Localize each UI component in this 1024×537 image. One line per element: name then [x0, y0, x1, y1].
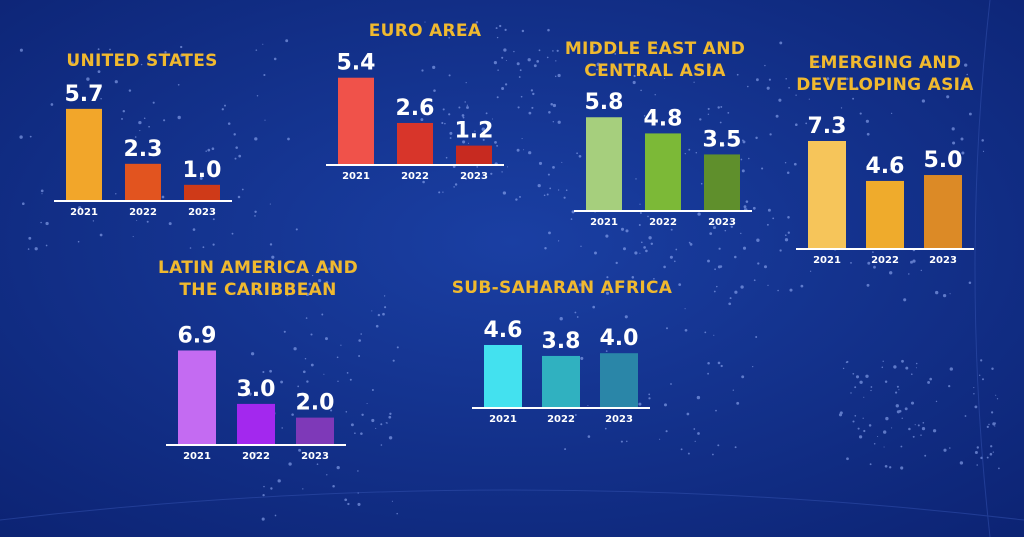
bar-2023 — [600, 353, 638, 408]
tick-label-2023: 2023 — [929, 255, 957, 266]
bar-chart-emerging-developing-asia: 7.3 2021 4.6 2022 5.0 2023 — [796, 114, 974, 266]
value-label-2023: 1.2 — [455, 119, 494, 144]
chart-title: MIDDLE EAST AND CENTRAL ASIA — [545, 38, 765, 82]
value-label-2021: 5.7 — [65, 82, 104, 107]
bar-2022 — [866, 180, 904, 249]
bar-chart-sub-saharan-africa: 4.6 2021 3.8 2022 4.0 2023 — [472, 318, 650, 425]
bar-2023 — [704, 154, 740, 211]
chart-title: LATIN AMERICA AND THE CARIBBEAN — [148, 257, 368, 301]
bar-2023 — [184, 184, 220, 201]
value-label-2021: 5.4 — [337, 51, 376, 76]
value-label-2023: 2.0 — [296, 391, 335, 416]
bar-2022 — [645, 133, 681, 211]
bar-2021 — [338, 77, 374, 165]
tick-label-2021: 2021 — [70, 207, 98, 218]
tick-label-2021: 2021 — [590, 217, 618, 228]
tick-label-2023: 2023 — [188, 207, 216, 218]
tick-label-2022: 2022 — [129, 207, 157, 218]
bar-2023 — [924, 175, 962, 249]
tick-label-2022: 2022 — [547, 414, 575, 425]
chart-title-line-1: EMERGING AND — [808, 53, 962, 73]
tick-label-2021: 2021 — [183, 451, 211, 462]
tick-label-2022: 2022 — [871, 255, 899, 266]
bar-2022 — [125, 163, 161, 201]
bar-2023 — [456, 145, 492, 165]
value-label-2023: 1.0 — [183, 158, 222, 183]
tick-label-2021: 2021 — [813, 255, 841, 266]
value-label-2022: 2.6 — [396, 96, 435, 121]
bar-2021 — [808, 141, 846, 249]
tick-label-2023: 2023 — [605, 414, 633, 425]
bar-2021 — [66, 108, 102, 201]
value-label-2023: 3.5 — [703, 127, 742, 152]
value-label-2023: 5.0 — [924, 148, 963, 173]
bar-2022 — [542, 355, 580, 408]
chart-title-line-2: CENTRAL ASIA — [584, 61, 726, 81]
chart-title: EMERGING AND DEVELOPING ASIA — [775, 52, 995, 96]
tick-label-2022: 2022 — [649, 217, 677, 228]
chart-title-line-1: MIDDLE EAST AND — [564, 39, 746, 59]
tick-label-2021: 2021 — [342, 171, 370, 182]
value-label-2022: 4.8 — [644, 106, 683, 131]
value-label-2021: 6.9 — [178, 323, 217, 348]
chart-title-line-2: DEVELOPING ASIA — [796, 75, 974, 95]
bar-chart-latin-america-caribbean: 6.9 2021 3.0 2022 2.0 2023 — [166, 323, 346, 462]
bar-2021 — [178, 350, 216, 445]
bar-chart-united-states: 5.7 2021 2.3 2022 1.0 2023 — [54, 82, 232, 218]
bar-2021 — [586, 117, 622, 211]
tick-label-2022: 2022 — [242, 451, 270, 462]
bar-2022 — [237, 403, 275, 445]
chart-title: UNITED STATES — [66, 51, 218, 71]
value-label-2023: 4.0 — [600, 326, 639, 351]
bar-2021 — [484, 344, 522, 408]
chart-title: SUB-SAHARAN AFRICA — [451, 278, 673, 298]
chart-title: EURO AREA — [368, 21, 482, 41]
value-label-2021: 7.3 — [808, 114, 847, 139]
value-label-2022: 3.8 — [542, 329, 581, 354]
tick-label-2022: 2022 — [401, 171, 429, 182]
bar-2022 — [397, 122, 433, 165]
tick-label-2021: 2021 — [489, 414, 517, 425]
bar-chart-middle-east-central-asia: 5.8 2021 4.8 2022 3.5 2023 — [574, 90, 752, 228]
bar-chart-euro-area: 5.4 2021 2.6 2022 1.2 2023 — [326, 51, 504, 182]
value-label-2021: 5.8 — [585, 90, 624, 115]
chart-title-line-1: LATIN AMERICA AND — [158, 258, 358, 278]
value-label-2022: 2.3 — [124, 137, 163, 162]
tick-label-2023: 2023 — [708, 217, 736, 228]
tick-label-2023: 2023 — [301, 451, 329, 462]
chart-title-line-2: THE CARIBBEAN — [179, 280, 337, 300]
value-label-2021: 4.6 — [484, 318, 523, 343]
value-label-2022: 4.6 — [866, 154, 905, 179]
bar-2023 — [296, 417, 334, 445]
tick-label-2023: 2023 — [460, 171, 488, 182]
value-label-2022: 3.0 — [237, 377, 276, 402]
